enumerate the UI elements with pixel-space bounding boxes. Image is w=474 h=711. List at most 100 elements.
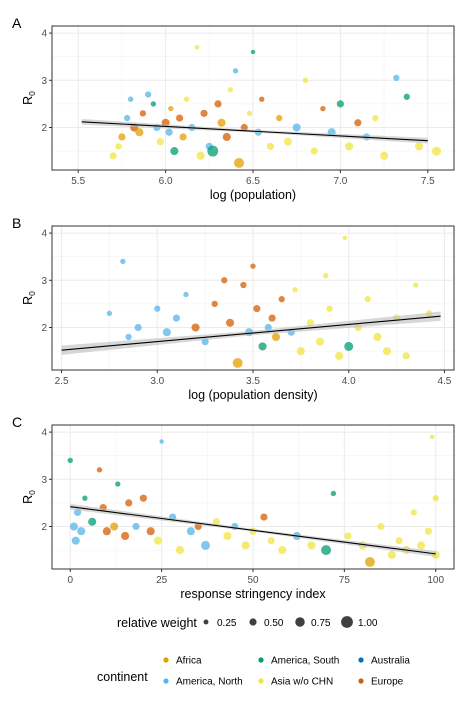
data-point [71,536,80,545]
legend-weight-key [203,619,209,625]
data-point [278,296,285,303]
data-point [183,96,190,102]
legend-weight-key [295,617,305,627]
data-point [232,357,243,368]
data-point [395,537,403,545]
legend-weight-label: 1.00 [358,618,378,629]
tick-label-y: 2 [41,522,47,533]
data-point [115,143,122,150]
data-point [292,123,301,132]
data-point [250,49,256,55]
tick-label-y: 2 [41,123,47,134]
axis-title-y: R0 [21,91,37,105]
legend-continent-key [258,657,264,663]
legend-weight-title: relative weight [117,616,197,630]
data-point [102,527,111,536]
data-point [168,105,174,112]
data-point [276,114,283,122]
fit-line [81,121,428,142]
data-point [207,145,219,157]
data-point [162,328,171,337]
data-point [156,138,164,146]
legend-continent-title: continent [97,670,148,684]
data-point [429,434,435,440]
tick-label-x: 7.0 [333,176,347,187]
data-point [121,531,130,541]
legend-weight: relative weight 0.25 0.50 0.75 1.00 [117,616,378,630]
data-point [134,323,142,332]
data-point [413,282,419,288]
panel-B: 2.5 3.0 3.5 4.0 4.5 2 3 4 log (population densit… [12,215,455,402]
data-point [432,495,439,502]
data-point [139,110,147,117]
data-point [382,347,392,356]
data-point [154,305,161,312]
data-point [432,146,442,156]
data-point [283,137,293,146]
data-point [296,347,305,356]
legend-continent-label: Australia [371,656,410,667]
legend-continent-key [258,678,264,684]
data-point [377,522,385,531]
axis-title-y-subscript: 0 [27,490,37,495]
data-point [302,77,309,83]
data-point [200,540,211,550]
data-point [321,545,332,556]
axis-title-y-subscript: 0 [27,291,37,296]
tick-label-y: 3 [41,475,47,486]
data-point [227,87,233,93]
data-point [250,263,256,269]
data-point [393,74,400,82]
data-point [417,541,426,550]
data-point [345,142,354,151]
data-point [125,333,132,341]
axis-title-x: log (population) [210,188,296,202]
tick-label-x: 3.5 [246,376,260,387]
data-point [354,119,362,127]
data-point [118,133,126,141]
fit-line [61,315,441,351]
legend-continent-label: America, North [176,677,243,688]
data-point [69,522,78,531]
axis-title-y: R0 [21,490,37,504]
data-point [336,100,344,108]
data-point [258,342,267,351]
data-point [217,118,226,127]
data-point [106,310,113,317]
data-point [191,323,200,332]
data-point [179,133,187,141]
data-point [373,332,382,342]
data-point [225,318,235,327]
legend-continent-key [358,678,364,684]
data-point [146,527,155,536]
tick-label-x: 2.5 [55,376,69,387]
data-point [196,151,205,160]
data-point [77,527,86,536]
data-point [335,351,344,360]
tick-label-x: 6.5 [246,176,260,187]
data-point [307,541,316,550]
tick-label-x: 4.5 [437,376,451,387]
tick-label-y: 3 [41,276,47,287]
data-point [109,152,117,160]
legend-weight-key [249,618,257,626]
data-point [183,291,189,298]
data-point [153,536,163,545]
data-point [315,337,325,346]
legend-weight-items: 0.25 0.50 0.75 1.00 [203,616,378,629]
data-point [88,517,97,526]
data-point [212,518,221,526]
data-point [259,96,265,102]
tick-label-x: 25 [156,575,168,586]
data-point [194,45,200,50]
tick-label-y: 3 [41,76,47,87]
data-point [402,352,410,360]
data-point [234,157,244,168]
tick-label-x: 3.0 [150,376,164,387]
tick-label-y: 4 [41,428,47,439]
data-point [67,457,73,464]
data-point [410,509,417,516]
data-point [186,527,195,536]
legend-continent-items: Africa America, South Australia America, No… [163,656,410,688]
legend-weight-key [341,616,353,628]
